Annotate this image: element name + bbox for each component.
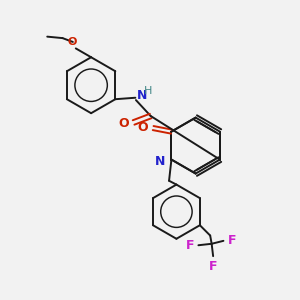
Text: F: F <box>228 234 236 247</box>
Text: F: F <box>185 239 194 252</box>
Text: N: N <box>137 89 147 102</box>
Text: N: N <box>155 154 166 167</box>
Text: O: O <box>67 37 77 47</box>
Text: O: O <box>137 121 148 134</box>
Text: H: H <box>144 86 152 96</box>
Text: O: O <box>118 117 129 130</box>
Text: F: F <box>209 260 218 273</box>
